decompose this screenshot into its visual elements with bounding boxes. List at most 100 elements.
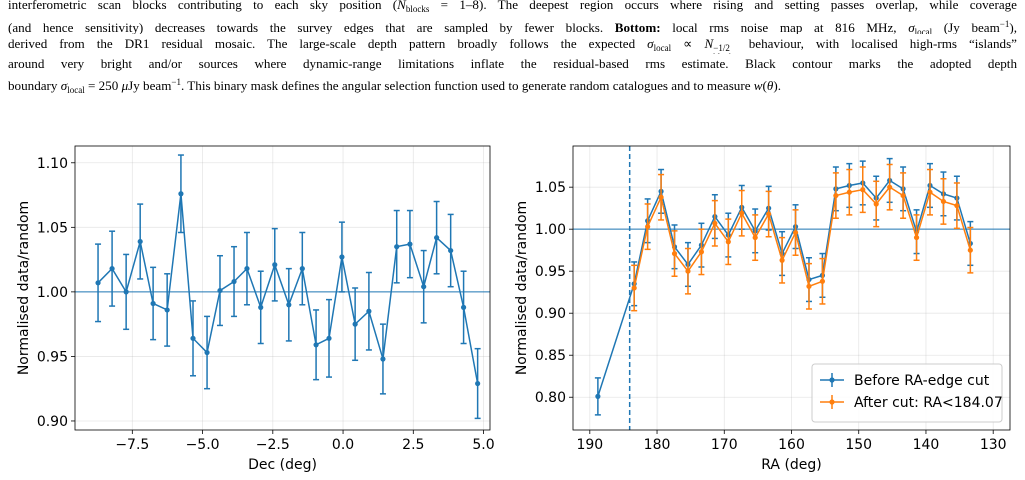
axes-frame (74, 145, 491, 431)
legend-label: After cut: RA<184.07 (854, 395, 1003, 411)
marker (806, 283, 812, 289)
marker (217, 287, 223, 294)
marker (954, 203, 960, 209)
text: boundary (8, 78, 61, 93)
marker (326, 335, 332, 341)
marker (434, 235, 440, 241)
text: local rms noise map at 816 MHz, (660, 19, 909, 35)
bold-text: Bottom: (614, 19, 661, 35)
y-tick-label: 0.90 (37, 414, 68, 430)
marker (448, 247, 454, 254)
marker (407, 241, 413, 247)
legend-handle (829, 377, 835, 383)
symbol: N (397, 0, 406, 12)
marker (150, 300, 156, 307)
superscript: −1/2 (713, 43, 730, 54)
marker (204, 349, 210, 356)
text: derived from the DR1 residual mosaic. Th… (8, 36, 648, 52)
marker (380, 356, 386, 362)
marker (913, 234, 920, 241)
subscript: local (914, 26, 933, 35)
marker (631, 285, 637, 291)
text: ∝ (671, 36, 705, 52)
marker (137, 238, 143, 245)
x-tick-label: 130 (980, 437, 1007, 453)
text: (Jy beam (932, 19, 1000, 35)
x-axis-label: RA (deg) (761, 457, 822, 473)
y-tick-label: 0.85 (535, 348, 566, 364)
y-tick-label: 1.05 (37, 220, 68, 236)
text: Jy beam (128, 78, 172, 93)
marker (739, 210, 745, 216)
text: ), (1009, 19, 1017, 35)
text: = 1–8). The deepest region occurs where … (429, 0, 1017, 12)
marker (940, 198, 947, 205)
subscript: local (67, 85, 85, 93)
symbol: σ (908, 19, 915, 35)
caption-line: around very bright and/or sources where … (8, 54, 1017, 74)
legend-box (811, 363, 1003, 423)
marker (272, 262, 278, 268)
marker (819, 278, 826, 284)
marker (887, 184, 893, 190)
text: ( (762, 78, 767, 93)
marker (833, 192, 839, 199)
x-tick-label: 140 (913, 437, 940, 453)
superscript: −1 (999, 18, 1010, 29)
axes-frame (572, 145, 1011, 431)
x-tick-label: −2.5 (256, 437, 290, 453)
caption-line: (and hence sensitivity) decreases toward… (8, 15, 1017, 35)
marker (725, 239, 731, 245)
symbol: θ (766, 78, 774, 93)
text: behaviour, with localised high-rms “isla… (736, 36, 1017, 52)
marker (366, 308, 372, 314)
legend: Before RA-edge cut After cut: RA<184.07 (811, 363, 1003, 423)
caption-line: boundary σlocal = 250 μJy beam−1. This b… (8, 73, 1017, 93)
marker (846, 189, 852, 195)
x-tick-label: 5.0 (472, 437, 494, 453)
symbol: σ (647, 36, 654, 52)
x-tick-label: 150 (845, 437, 872, 453)
series-line (97, 193, 479, 384)
x-tick-label: 2.5 (402, 437, 424, 453)
marker (95, 280, 101, 286)
series-line (633, 186, 972, 289)
symbol: μ (121, 78, 129, 93)
legend-handle (829, 399, 835, 405)
y-tick-label: 0.95 (535, 264, 566, 280)
marker (244, 266, 250, 272)
legend-label: Before RA-edge cut (854, 373, 990, 389)
text: (and hence sensitivity) decreases toward… (8, 19, 615, 35)
x-tick-label: 0.0 (332, 437, 354, 453)
text: around very bright and/or sources where … (8, 55, 1017, 71)
y-tick-label: 0.80 (535, 390, 566, 406)
marker (286, 302, 292, 308)
text: ). (773, 78, 781, 93)
marker (164, 307, 170, 313)
x-tick-label: −7.5 (115, 437, 149, 453)
x-axis-label: Dec (deg) (248, 457, 317, 473)
marker (460, 304, 467, 310)
marker (779, 257, 785, 263)
marker (178, 191, 184, 197)
y-tick-label: 0.95 (37, 349, 68, 365)
marker (231, 278, 237, 285)
script-stack: −1/2blocks (713, 44, 737, 54)
subscript: blocks (713, 53, 737, 54)
marker (900, 192, 906, 199)
y-tick-label: 1.05 (535, 180, 566, 196)
symbol: w (753, 78, 763, 93)
marker (967, 247, 973, 253)
marker (658, 194, 664, 200)
subscript: blocks (405, 4, 430, 14)
marker (927, 189, 933, 195)
figure-caption: interferometric scan blocks contributing… (8, 0, 1017, 93)
y-tick-label: 1.10 (37, 156, 68, 172)
x-tick-label: −5.0 (186, 437, 220, 453)
marker (313, 342, 319, 348)
y-tick-label: 1.00 (535, 222, 566, 238)
caption-line: interferometric scan blocks contributing… (8, 0, 1017, 15)
marker (671, 250, 678, 257)
marker (421, 284, 427, 290)
